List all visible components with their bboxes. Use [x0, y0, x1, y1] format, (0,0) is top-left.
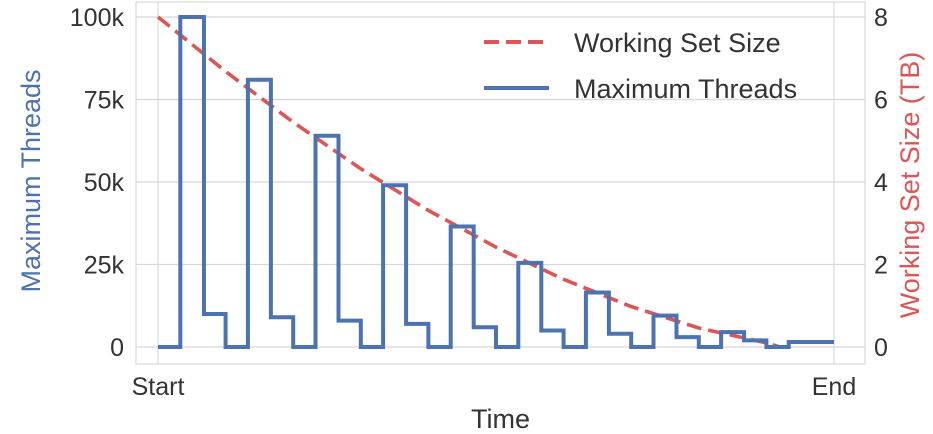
right-axis-ticks: 0 2 4 6 8: [874, 4, 888, 362]
left-axis-title: Maximum Threads: [16, 69, 46, 292]
series-layer: [156, 15, 834, 349]
right-tick-label: 2: [874, 252, 888, 280]
x-axis-title: Time: [471, 404, 530, 434]
legend-label-maximum-threads: Maximum Threads: [574, 74, 797, 104]
right-tick-label: 6: [874, 87, 888, 115]
right-tick-label: 8: [874, 4, 888, 32]
right-axis-title: Working Set Size (TB): [895, 52, 925, 319]
left-axis-ticks: 0 25k 50k 75k 100k: [70, 4, 125, 362]
right-tick-label: 4: [874, 169, 888, 197]
left-tick-label: 0: [110, 334, 124, 362]
series-line-maximum-threads: [158, 15, 834, 349]
x-axis-ticks: Start End: [132, 373, 857, 401]
left-tick-label: 25k: [84, 252, 125, 280]
left-tick-label: 75k: [84, 87, 125, 115]
x-tick-label: End: [812, 373, 856, 401]
left-tick-label: 100k: [70, 4, 125, 32]
legend-label-working-set-size: Working Set Size: [574, 28, 781, 58]
plot-frame: [135, 1, 866, 365]
right-tick-label: 0: [874, 334, 888, 362]
left-tick-label: 50k: [84, 169, 125, 197]
x-tick-label: Start: [132, 373, 185, 401]
grid-lines: [136, 2, 865, 364]
legend: Working Set Size Maximum Threads: [484, 28, 797, 104]
